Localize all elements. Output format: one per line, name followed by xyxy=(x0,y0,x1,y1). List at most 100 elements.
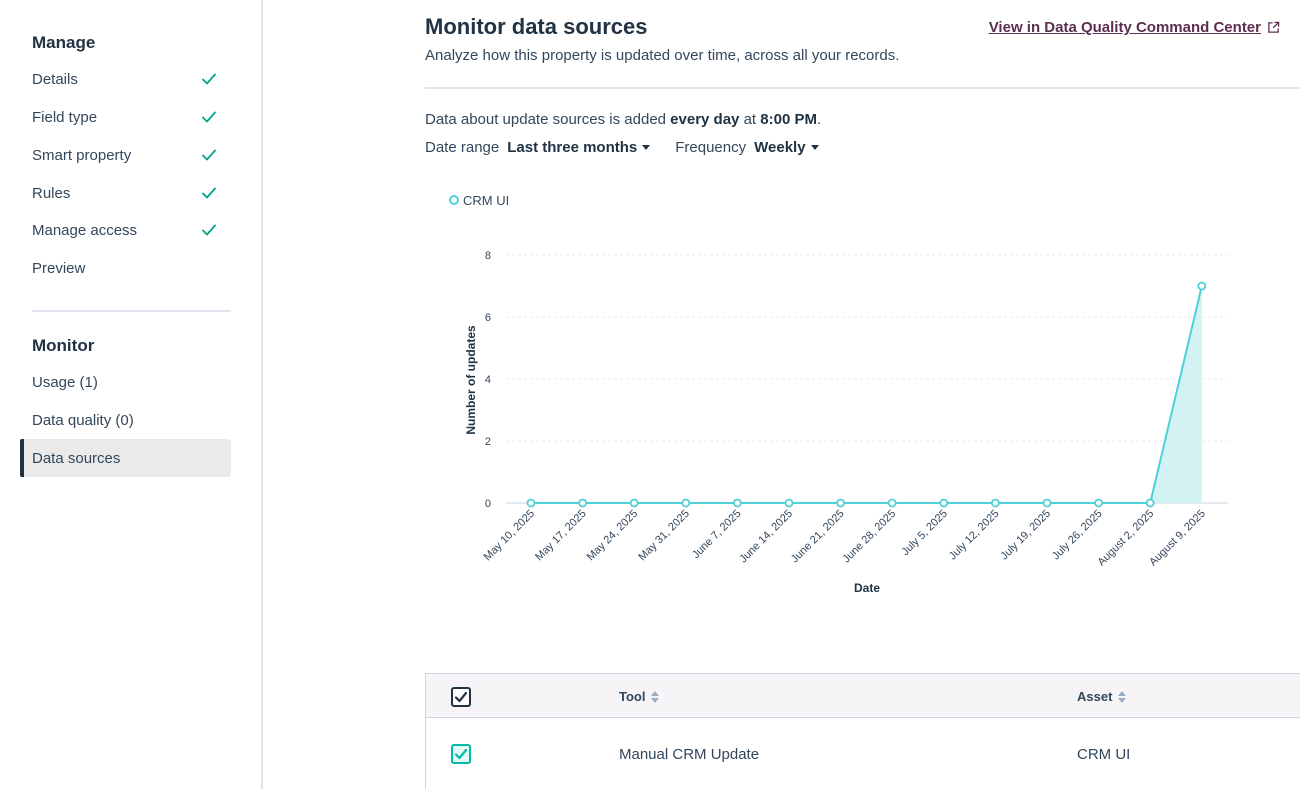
date-range-value: Last three months xyxy=(507,139,638,156)
x-tick-label: May 10, 2025 xyxy=(482,508,538,564)
sidebar-item-field-type[interactable]: Field type xyxy=(20,98,231,136)
column-label: Asset xyxy=(1077,689,1113,704)
x-tick-label: July 5, 2025 xyxy=(899,508,949,558)
y-tick-label: 8 xyxy=(485,250,491,262)
sidebar-item-usage[interactable]: Usage (1) xyxy=(20,363,231,401)
frequency-label: Frequency xyxy=(675,139,747,156)
data-point xyxy=(1197,281,1207,291)
check-icon xyxy=(202,73,216,85)
data-point xyxy=(939,498,949,508)
sort-icon xyxy=(1118,690,1127,703)
info-middle: at xyxy=(739,111,761,128)
sidebar-item-details[interactable]: Details xyxy=(20,60,231,98)
filters-bar: Date range Last three months Frequency W… xyxy=(425,139,819,156)
data-point xyxy=(1042,498,1052,508)
data-point xyxy=(732,498,742,508)
frequency-value: Weekly xyxy=(754,139,806,156)
date-range-label: Date range xyxy=(425,139,500,156)
sources-table: Tool Asset Manual CRM Update CRM UI xyxy=(425,673,1300,789)
column-header-asset[interactable]: Asset xyxy=(1077,689,1127,704)
sidebar-item-rules[interactable]: Rules xyxy=(20,174,231,212)
y-tick-label: 6 xyxy=(485,312,491,324)
check-icon xyxy=(202,149,216,161)
main-content: Monitor data sources Analyze how this pr… xyxy=(264,0,1300,789)
sort-icon xyxy=(651,690,660,703)
data-point xyxy=(836,498,845,508)
update-schedule-text: Data about update sources is added every… xyxy=(425,111,821,128)
info-suffix: . xyxy=(816,111,822,128)
data-quality-command-center-link[interactable]: View in Data Quality Command Center xyxy=(989,19,1280,36)
data-point xyxy=(526,498,536,508)
data-point xyxy=(1094,498,1103,508)
check-icon xyxy=(202,224,216,236)
series-area xyxy=(531,286,1202,503)
data-point xyxy=(578,498,588,508)
x-tick-label: August 9, 2025 xyxy=(1147,508,1208,569)
sidebar-divider xyxy=(32,310,231,312)
cell-asset: CRM UI xyxy=(1077,746,1131,763)
y-tick-label: 2 xyxy=(485,436,491,448)
sidebar-item-manage-access[interactable]: Manage access xyxy=(20,211,231,249)
x-tick-label: July 26, 2025 xyxy=(1050,508,1105,563)
check-icon xyxy=(202,187,216,199)
data-point xyxy=(887,498,897,508)
page-title: Monitor data sources xyxy=(425,14,648,39)
sidebar-item-label: Preview xyxy=(32,259,86,277)
checkmark-icon xyxy=(454,748,468,760)
series-line xyxy=(531,285,1203,504)
header-divider xyxy=(425,87,1300,89)
manage-section-title: Manage xyxy=(32,33,96,52)
page-subtitle: Analyze how this property is updated ove… xyxy=(425,47,900,64)
legend-marker xyxy=(449,195,459,205)
sidebar-item-data-quality[interactable]: Data quality (0) xyxy=(20,401,231,439)
date-range-dropdown[interactable]: Last three months xyxy=(507,139,651,156)
column-header-tool[interactable]: Tool xyxy=(619,689,660,704)
sidebar-item-label: Data sources xyxy=(32,449,121,467)
info-prefix: Data about update sources is added xyxy=(425,111,671,128)
x-tick-label: June 28, 2025 xyxy=(841,508,899,566)
checkmark-icon xyxy=(454,691,468,703)
data-point xyxy=(991,498,1000,508)
data-point xyxy=(681,498,691,508)
sidebar-item-label: Data quality (0) xyxy=(32,411,134,429)
caret-down-icon xyxy=(810,145,819,150)
sidebar-item-label: Manage access xyxy=(32,221,138,239)
table-header: Tool Asset xyxy=(426,674,1300,718)
sidebar-item-data-sources[interactable]: Data sources xyxy=(20,439,231,477)
link-label: View in Data Quality Command Center xyxy=(988,19,1261,36)
x-tick-label: July 19, 2025 xyxy=(998,508,1053,563)
x-tick-label: July 12, 2025 xyxy=(947,508,1002,563)
sidebar: Manage Details Field type Smart property… xyxy=(0,0,263,789)
x-tick-label: May 31, 2025 xyxy=(636,508,692,564)
x-axis-label: Date xyxy=(854,581,880,595)
column-label: Tool xyxy=(619,689,646,704)
sidebar-item-label: Usage (1) xyxy=(32,373,98,391)
y-tick-label: 4 xyxy=(485,374,491,386)
x-tick-label: May 17, 2025 xyxy=(533,508,589,564)
data-point xyxy=(784,498,794,508)
sidebar-item-label: Rules xyxy=(32,184,71,202)
x-tick-label: May 24, 2025 xyxy=(585,508,641,564)
y-axis-label: Number of updates xyxy=(464,325,478,435)
sidebar-item-preview[interactable]: Preview xyxy=(20,249,231,287)
row-checkbox[interactable] xyxy=(451,744,471,764)
sidebar-item-label: Smart property xyxy=(32,146,132,164)
select-all-checkbox[interactable] xyxy=(451,687,471,707)
external-link-icon xyxy=(1268,21,1280,33)
y-tick-label: 0 xyxy=(485,498,491,510)
monitor-section-title: Monitor xyxy=(32,336,95,355)
data-point xyxy=(629,498,639,508)
caret-down-icon xyxy=(642,145,651,150)
data-point xyxy=(1145,498,1155,508)
info-time: 8:00 PM xyxy=(760,111,817,128)
frequency-dropdown[interactable]: Weekly xyxy=(754,139,819,156)
x-tick-label: June 7, 2025 xyxy=(690,508,743,561)
sidebar-item-label: Field type xyxy=(32,108,98,126)
sidebar-item-label: Details xyxy=(32,70,78,88)
check-icon xyxy=(202,111,216,123)
cell-tool: Manual CRM Update xyxy=(619,746,760,763)
x-tick-label: June 14, 2025 xyxy=(737,508,795,566)
sidebar-item-smart-property[interactable]: Smart property xyxy=(20,136,231,174)
info-frequency: every day xyxy=(670,111,740,128)
